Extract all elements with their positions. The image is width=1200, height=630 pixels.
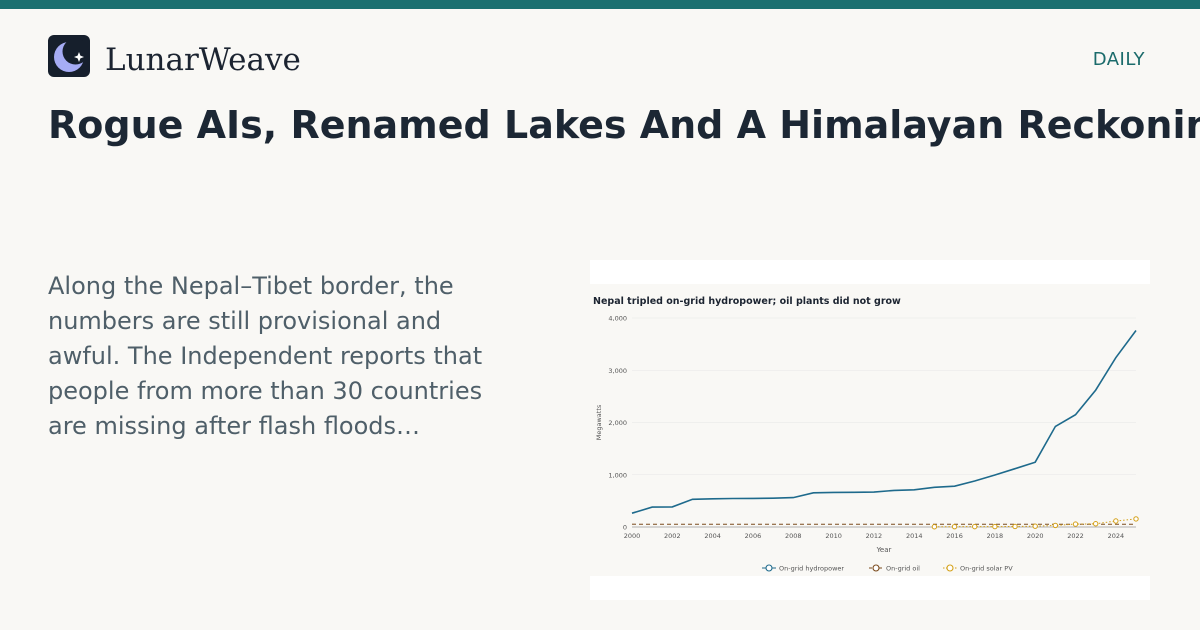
legend-marker	[872, 564, 880, 572]
data-point	[1113, 518, 1119, 524]
data-point	[1092, 521, 1099, 527]
series-line-2	[934, 518, 1137, 528]
data-point	[1133, 516, 1139, 522]
line-chart: Nepal tripled on-grid hydropower; oil pl…	[593, 296, 1139, 573]
x-tick-label: 2018	[987, 532, 1004, 540]
legend-marker	[765, 564, 773, 572]
moon-star-icon	[54, 38, 89, 72]
legend-label: On-grid oil	[886, 565, 920, 573]
data-point	[992, 523, 998, 530]
data-point	[1032, 523, 1038, 529]
y-tick-label: 2,000	[608, 419, 627, 427]
data-point	[931, 524, 938, 530]
x-tick-label: 2006	[745, 532, 762, 540]
series-line-0	[631, 330, 1137, 514]
legend-label: On-grid solar PV	[960, 565, 1013, 573]
chart-title: Nepal tripled on-grid hydropower; oil pl…	[593, 296, 901, 307]
y-axis-label: Megawatts	[595, 404, 603, 440]
data-point	[1052, 522, 1059, 529]
brand-logo[interactable]	[48, 35, 90, 77]
x-tick-label: 2022	[1067, 532, 1084, 540]
x-tick-label: 2000	[624, 532, 641, 540]
y-tick-label: 1,000	[608, 471, 627, 479]
x-tick-label: 2020	[1027, 532, 1044, 540]
y-tick-label: 3,000	[608, 367, 627, 375]
article-excerpt: Along the Nepal–Tibet border, the number…	[48, 272, 483, 440]
data-point	[1012, 523, 1018, 530]
x-tick-label: 2014	[906, 532, 923, 540]
x-tick-label: 2010	[825, 532, 842, 540]
article-headline[interactable]: Rogue AIs, Renamed Lakes And A Himalayan…	[48, 103, 1200, 147]
x-tick-label: 2016	[946, 532, 963, 540]
chart-card: Nepal tripled on-grid hydropower; oil pl…	[590, 260, 1150, 600]
x-tick-label: 2004	[704, 532, 721, 540]
x-axis-label: Year	[876, 546, 892, 554]
y-tick-label: 0	[623, 524, 627, 532]
legend-label: On-grid hydropower	[779, 565, 844, 573]
x-tick-label: 2012	[866, 532, 883, 540]
data-point	[972, 523, 978, 530]
x-tick-label: 2008	[785, 532, 802, 540]
legend-marker	[946, 564, 954, 572]
data-point	[951, 523, 958, 530]
data-point	[1072, 521, 1079, 527]
top-accent-bar	[0, 0, 1200, 9]
section-label[interactable]: DAILY	[1092, 49, 1145, 70]
brand-name[interactable]: LunarWeave	[105, 42, 301, 78]
x-tick-label: 2002	[664, 532, 681, 540]
y-tick-label: 4,000	[608, 315, 627, 323]
x-tick-label: 2024	[1108, 532, 1125, 540]
